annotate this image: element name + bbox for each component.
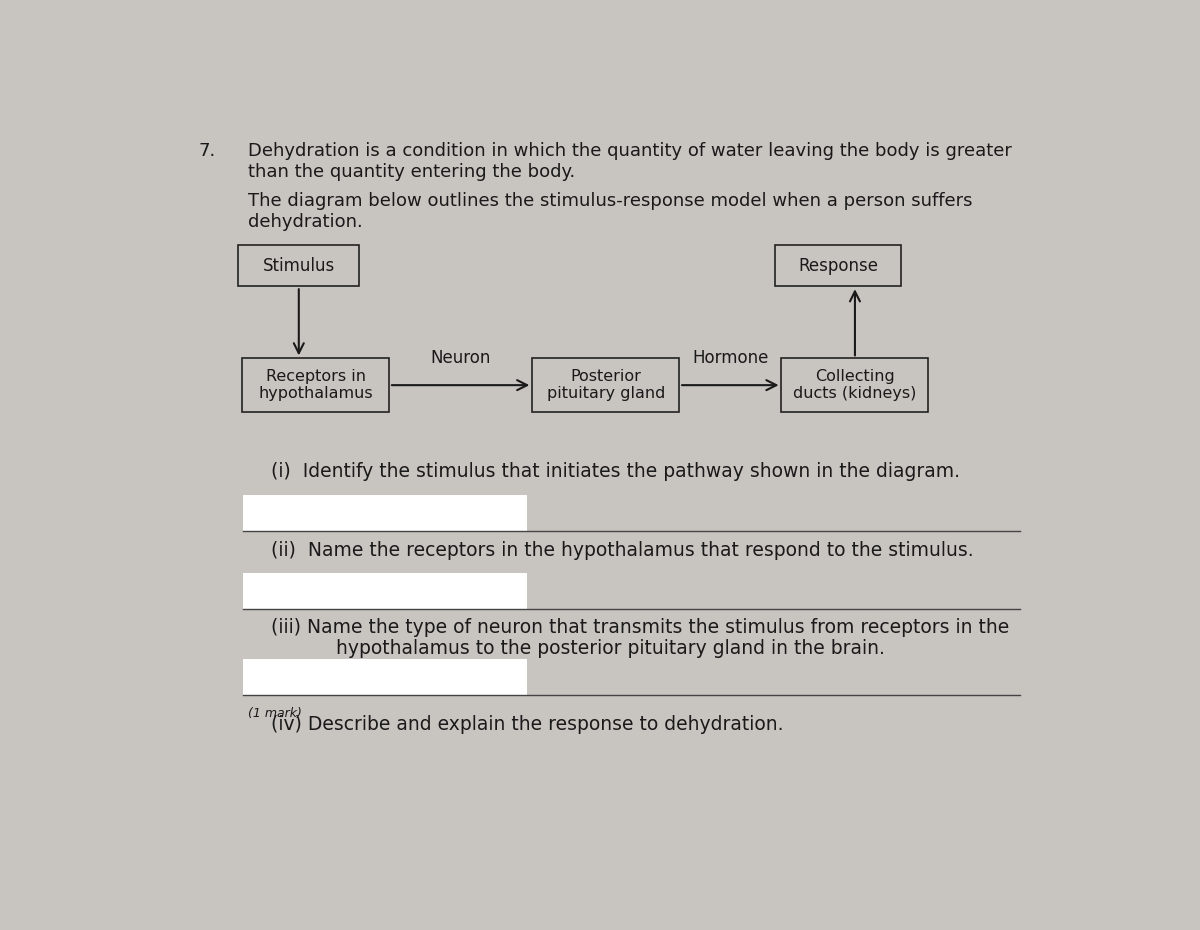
Text: Dehydration is a condition in which the quantity of water leaving the body is gr: Dehydration is a condition in which the …	[247, 141, 1012, 160]
Text: dehydration.: dehydration.	[247, 213, 362, 232]
FancyBboxPatch shape	[242, 659, 527, 696]
Text: Response: Response	[798, 257, 878, 274]
Text: Hormone: Hormone	[692, 349, 768, 366]
FancyBboxPatch shape	[242, 495, 527, 530]
Text: Posterior
pituitary gland: Posterior pituitary gland	[546, 369, 665, 402]
FancyBboxPatch shape	[242, 574, 527, 609]
Text: (ii)  Name the receptors in the hypothalamus that respond to the stimulus.: (ii) Name the receptors in the hypothala…	[271, 541, 973, 560]
Text: The diagram below outlines the stimulus-response model when a person suffers: The diagram below outlines the stimulus-…	[247, 192, 972, 210]
Text: Receptors in
hypothalamus: Receptors in hypothalamus	[258, 369, 373, 402]
Text: (1 mark): (1 mark)	[247, 708, 301, 721]
Text: (iv) Describe and explain the response to dehydration.: (iv) Describe and explain the response t…	[271, 714, 784, 734]
Text: hypothalamus to the posterior pituitary gland in the brain.: hypothalamus to the posterior pituitary …	[294, 639, 886, 658]
Text: (iii) Name the type of neuron that transmits the stimulus from receptors in the: (iii) Name the type of neuron that trans…	[271, 618, 1009, 637]
Text: than the quantity entering the body.: than the quantity entering the body.	[247, 163, 575, 181]
Text: Neuron: Neuron	[431, 349, 491, 366]
Text: (i)  Identify the stimulus that initiates the pathway shown in the diagram.: (i) Identify the stimulus that initiates…	[271, 462, 960, 482]
Text: Stimulus: Stimulus	[263, 257, 335, 274]
Text: 7.: 7.	[198, 141, 216, 160]
Text: Collecting
ducts (kidneys): Collecting ducts (kidneys)	[793, 369, 917, 402]
